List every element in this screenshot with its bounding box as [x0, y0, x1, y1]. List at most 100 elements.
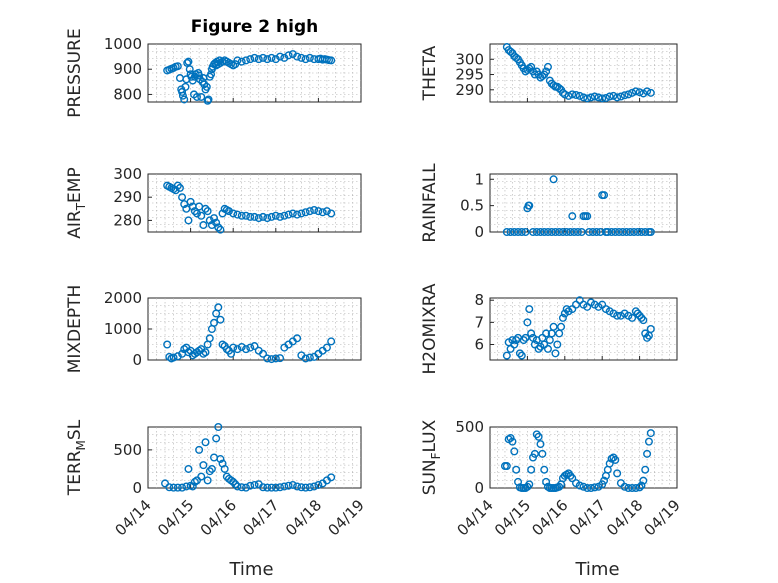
data-point [598, 94, 607, 103]
data-point [512, 465, 521, 474]
data-point [195, 445, 204, 454]
data-point [543, 62, 552, 71]
data-point [637, 481, 646, 490]
data-point [502, 227, 511, 236]
data-point [173, 181, 182, 190]
data-point [510, 447, 519, 456]
data-point [233, 56, 242, 65]
data-point [184, 464, 193, 473]
data-point [259, 349, 268, 358]
x-tick-label: 04/17 [239, 496, 282, 539]
data-point [551, 349, 560, 358]
data-point [267, 212, 276, 221]
data-point [586, 484, 595, 493]
data-point [605, 459, 614, 468]
data-point [214, 423, 223, 432]
data-point [263, 55, 272, 64]
data-point [197, 472, 206, 481]
data-point [590, 483, 599, 492]
y-tick-label: 0 [132, 479, 142, 497]
data-point [570, 227, 579, 236]
data-point [241, 56, 250, 65]
data-point [600, 191, 609, 200]
subplot-5: 6 7 8 H2OMIXRA [420, 283, 678, 375]
x-tick-label: 04/14 [112, 496, 155, 539]
y-tick-label: 900 [113, 60, 142, 78]
data-point [184, 57, 193, 66]
y-tick-label: 1000 [104, 320, 142, 338]
data-point [327, 473, 336, 482]
data-point [271, 354, 280, 363]
subplot-4: 0 1000 2000 MIXDEPTH [65, 285, 362, 373]
data-point [186, 197, 195, 206]
data-point [502, 462, 511, 471]
data-point [314, 480, 323, 489]
data-point [639, 316, 648, 325]
data-point [305, 53, 314, 62]
data-point [577, 227, 586, 236]
data-point [637, 227, 646, 236]
data-point [173, 352, 182, 361]
data-point [560, 90, 569, 99]
data-point [549, 175, 558, 184]
data-point [523, 318, 532, 327]
data-point [626, 227, 635, 236]
y-tick-label: 1 [474, 170, 484, 188]
y-tick-label: 1000 [104, 35, 142, 53]
x-tick-label: 04/19 [641, 496, 684, 539]
y-tick-label: 300 [113, 165, 142, 183]
data-point [231, 480, 240, 489]
y-tick-label: 500 [113, 441, 142, 459]
data-point [263, 214, 272, 223]
data-point [216, 455, 225, 464]
data-point [237, 483, 246, 492]
subplot-2: 280 290 300 AIRTEMP [65, 165, 362, 239]
data-point [601, 94, 610, 103]
data-point [280, 211, 289, 220]
data-point [618, 227, 627, 236]
data-point [246, 212, 255, 221]
data-point [573, 227, 582, 236]
y-tick-label: 2000 [104, 289, 142, 307]
data-point [293, 52, 302, 61]
data-point [510, 340, 519, 349]
data-point [169, 483, 178, 492]
data-point [553, 340, 562, 349]
data-point [611, 227, 620, 236]
data-point [635, 483, 644, 492]
data-point [197, 92, 206, 101]
data-point [327, 209, 336, 218]
y-axis-label: H2OMIXRA [420, 283, 440, 374]
data-point [555, 227, 564, 236]
y-axis-label: TERRMSL [65, 419, 88, 496]
data-point [512, 336, 521, 345]
data-point [199, 461, 208, 470]
data-point [572, 90, 581, 99]
data-point [254, 55, 263, 64]
data-point [644, 437, 653, 446]
data-point [276, 52, 285, 61]
x-tick-label: 04/18 [603, 496, 646, 539]
data-point [207, 70, 216, 79]
data-point [536, 440, 545, 449]
data-point [233, 482, 242, 491]
data-point [246, 55, 255, 64]
data-point [641, 465, 650, 474]
data-point [592, 227, 601, 236]
data-point [267, 53, 276, 62]
x-axis-label: Time [228, 559, 273, 580]
data-point [237, 342, 246, 351]
data-point [534, 344, 543, 353]
subplot-0: 800 900 1000 PRESSURE Figure 2 high [65, 17, 362, 118]
data-point [259, 212, 268, 221]
x-tick-label: 04/15 [491, 496, 534, 539]
data-point [525, 201, 534, 210]
data-point [301, 354, 310, 363]
data-point [203, 476, 212, 485]
subplot-3: 0 0.5 1 RAINFALL [420, 163, 678, 243]
data-point [212, 218, 221, 227]
data-point [254, 214, 263, 223]
data-point [192, 209, 201, 218]
data-point [267, 355, 276, 364]
